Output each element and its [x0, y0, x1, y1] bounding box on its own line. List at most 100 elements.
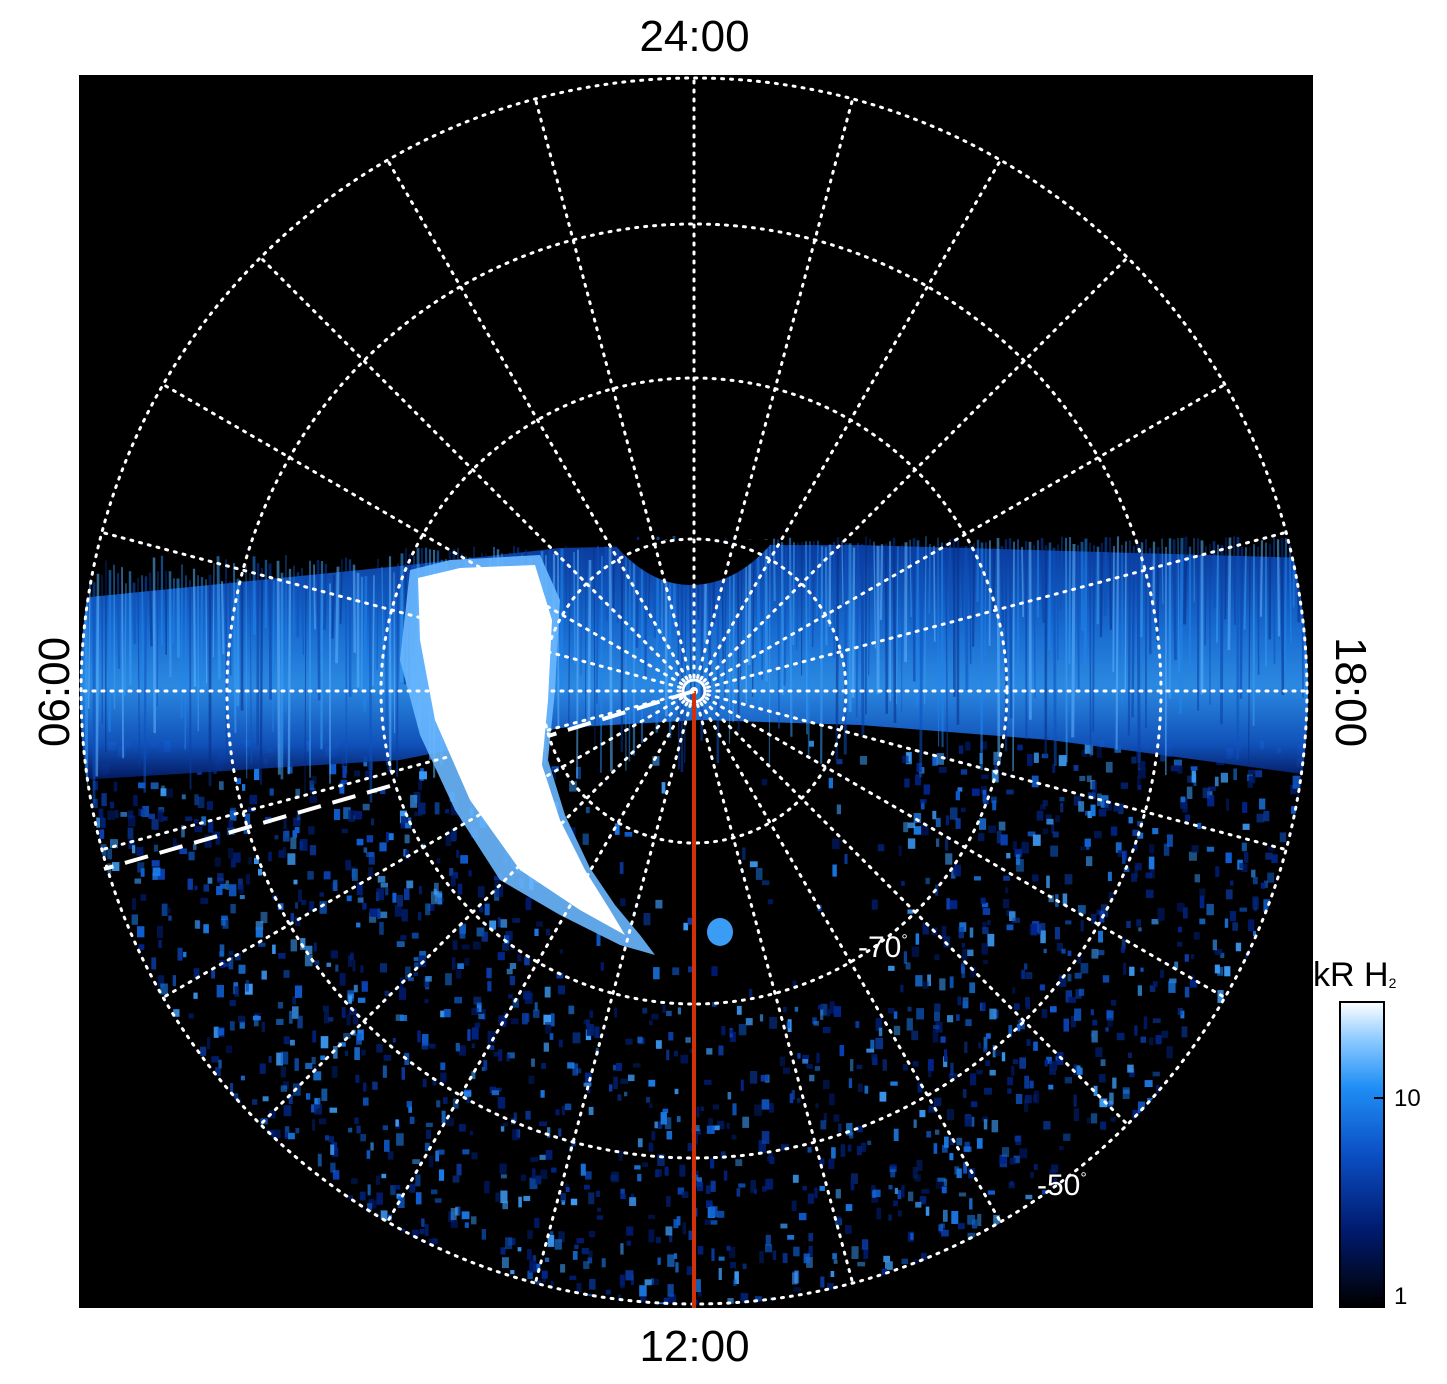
graticule-meridian — [704, 696, 1227, 999]
noise-pixel — [867, 1140, 872, 1146]
noise-pixel — [888, 1008, 895, 1014]
emission-streak — [137, 577, 141, 766]
noise-pixel — [370, 1142, 374, 1151]
noise-pixel — [916, 1160, 923, 1171]
noise-pixel — [368, 1200, 377, 1209]
noise-pixel — [1058, 755, 1067, 767]
noise-pixel — [114, 809, 119, 819]
noise-pixel — [1090, 1009, 1094, 1016]
noise-pixel — [1008, 1025, 1013, 1037]
emission-streak — [121, 567, 124, 759]
noise-pixel — [1206, 846, 1215, 852]
bright-arc-core — [418, 565, 625, 935]
noise-pixel — [309, 795, 317, 803]
noise-pixel — [612, 1064, 616, 1071]
noise-pixel — [443, 1009, 451, 1018]
noise-pixel — [472, 941, 481, 950]
noise-pixel — [758, 1140, 766, 1154]
noise-pixel — [1086, 841, 1090, 850]
noise-pixel — [1075, 989, 1082, 999]
noise-pixel — [501, 1015, 506, 1028]
noise-pixel — [893, 1011, 898, 1019]
emission-streak — [124, 583, 127, 696]
noise-pixel — [723, 1170, 728, 1181]
noise-pixel — [277, 1001, 284, 1009]
noise-pixel — [478, 1013, 485, 1020]
emission-streak — [860, 544, 865, 738]
graticule-meridian — [259, 256, 686, 683]
noise-pixel — [535, 1175, 542, 1185]
noise-pixel — [424, 1142, 430, 1152]
noise-pixel — [351, 1178, 358, 1184]
noise-pixel — [1137, 767, 1146, 779]
noise-pixel — [333, 879, 338, 891]
emission-streak — [1099, 542, 1104, 638]
noise-pixel — [376, 1044, 383, 1053]
noise-pixel — [655, 899, 663, 909]
noise-pixel — [513, 1112, 517, 1123]
noise-pixel — [915, 933, 920, 945]
noise-pixel — [782, 1253, 788, 1264]
noise-pixel — [295, 1128, 300, 1134]
noise-pixel — [1033, 1164, 1038, 1170]
noise-pixel — [446, 1117, 455, 1127]
noise-pixel — [980, 897, 986, 904]
noise-pixel — [412, 1159, 420, 1164]
noise-pixel — [1110, 826, 1118, 836]
noise-pixel — [451, 874, 456, 887]
noise-pixel — [524, 957, 530, 966]
noise-pixel — [335, 964, 339, 972]
noise-pixel — [561, 1200, 566, 1205]
noise-pixel — [527, 1249, 532, 1260]
local-time-label-bottom: 12:00 — [639, 1322, 750, 1371]
noise-pixel — [1064, 874, 1073, 885]
noise-pixel — [663, 1297, 670, 1305]
noise-pixel — [383, 1054, 392, 1061]
noise-pixel — [921, 824, 929, 836]
noise-pixel — [1041, 1008, 1048, 1019]
noise-pixel — [1016, 1024, 1021, 1032]
noise-pixel — [194, 826, 203, 833]
noise-pixel — [642, 1162, 649, 1167]
noise-pixel — [564, 1183, 569, 1189]
graticule-meridian — [386, 701, 689, 1224]
noise-pixel — [712, 1125, 720, 1131]
noise-pixel — [1138, 927, 1142, 932]
noise-pixel — [368, 852, 375, 865]
noise-pixel — [871, 1194, 879, 1203]
latitude-label-50-value: -50 — [1037, 1169, 1080, 1202]
noise-pixel — [233, 852, 241, 863]
emission-streak — [1008, 538, 1013, 719]
noise-pixel — [497, 952, 505, 961]
noise-pixel — [646, 1096, 651, 1103]
noise-pixel — [379, 786, 386, 795]
noise-pixel — [570, 1198, 578, 1206]
emission-streak — [143, 576, 148, 793]
noise-pixel — [983, 959, 989, 965]
noise-pixel — [454, 996, 463, 1004]
noise-pixel — [1247, 769, 1256, 775]
noise-pixel — [359, 890, 364, 903]
noise-pixel — [1044, 1059, 1048, 1067]
noise-pixel — [546, 928, 550, 936]
noise-pixel — [677, 1187, 685, 1195]
noise-pixel — [749, 1071, 758, 1084]
noise-pixel — [780, 1223, 788, 1229]
noise-pixel — [620, 1193, 627, 1200]
emission-streak — [1183, 536, 1188, 625]
noise-pixel — [779, 1056, 785, 1067]
noise-pixel — [816, 1052, 820, 1064]
noise-pixel — [882, 1059, 887, 1071]
noise-pixel — [193, 968, 200, 978]
noise-pixel — [807, 1193, 814, 1204]
noise-pixel — [1149, 1037, 1154, 1046]
noise-pixel — [1053, 1177, 1058, 1190]
noise-pixel — [276, 1018, 284, 1025]
noise-pixel — [128, 839, 135, 850]
noise-pixel — [1105, 761, 1113, 773]
noise-pixel — [1133, 843, 1138, 851]
noise-pixel — [676, 1216, 681, 1226]
noise-pixel — [912, 1167, 918, 1179]
noise-pixel — [585, 1171, 592, 1180]
noise-pixel — [292, 1006, 299, 1019]
